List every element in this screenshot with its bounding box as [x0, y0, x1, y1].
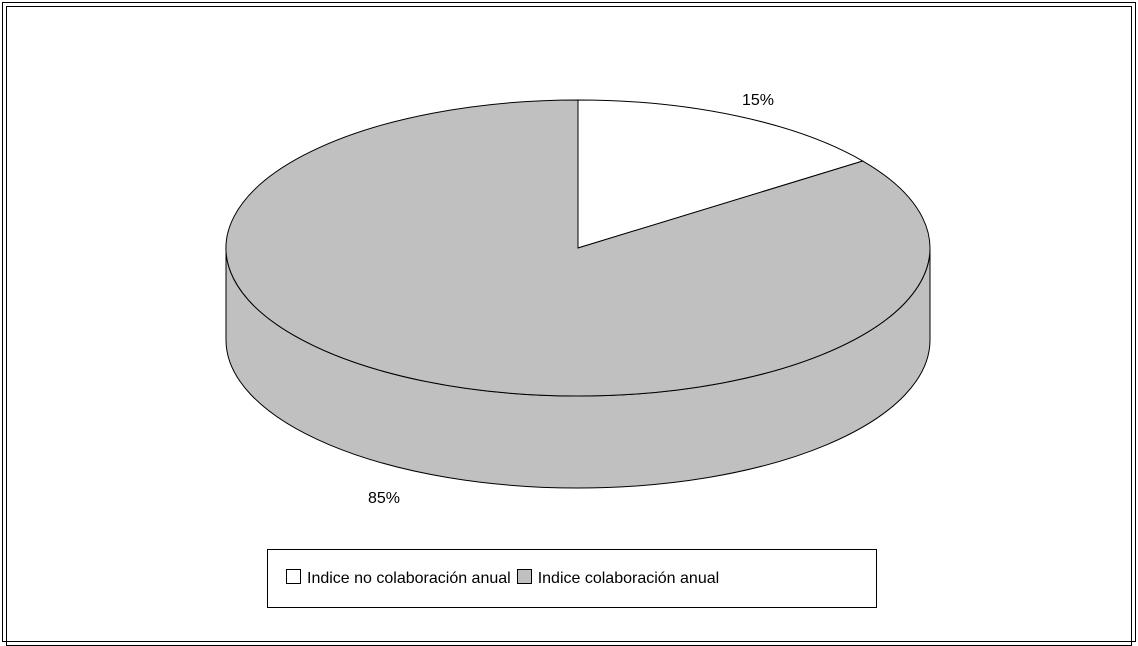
legend-item-no-colaboracion: Indice no colaboración anual	[286, 569, 511, 588]
legend-label-no-colaboracion: Indice no colaboración anual	[307, 569, 511, 587]
data-label-no-colaboracion: 15%	[742, 92, 774, 109]
legend-swatch-colaboracion	[516, 569, 532, 584]
pie-slice-no-colaboracion	[577, 99, 865, 249]
legend: Indice no colaboración anual Indice cola…	[267, 549, 877, 608]
legend-item-colaboracion: Indice colaboración anual	[516, 569, 720, 588]
data-label-colaboracion: 85%	[368, 490, 400, 507]
legend-swatch-no-colaboracion	[286, 569, 301, 584]
legend-label-colaboracion: Indice colaboración anual	[537, 569, 720, 587]
pie-slice-colaboracion	[225, 99, 931, 397]
pie-chart: 15% 85%	[225, 92, 931, 507]
